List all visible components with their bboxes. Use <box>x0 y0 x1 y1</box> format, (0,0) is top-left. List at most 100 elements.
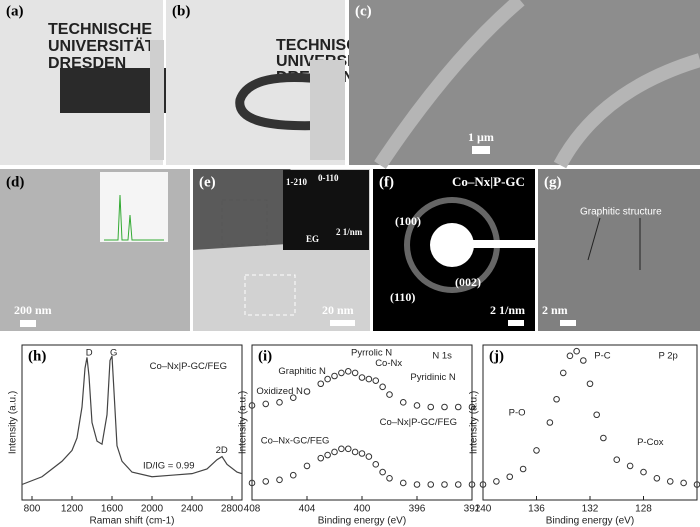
scale-label: 200 nm <box>14 303 52 317</box>
inset-label: EG <box>306 234 319 244</box>
data-point <box>324 451 331 459</box>
panel-label: (j) <box>489 348 504 364</box>
saed-inset <box>283 170 369 250</box>
annotation: G <box>110 347 117 358</box>
inset-label: 1-210 <box>286 177 307 187</box>
data-point <box>653 475 661 482</box>
data-point <box>331 372 338 380</box>
glove <box>150 40 164 160</box>
data-point <box>358 374 366 381</box>
inset-label: 2 1/nm <box>336 227 363 237</box>
series-name: Co–Nx|P-GC/FEG <box>380 417 457 428</box>
annotation: D <box>86 347 93 358</box>
data-point <box>365 453 373 460</box>
x-tick-label: 404 <box>299 504 316 515</box>
data-point <box>262 400 270 408</box>
data-point <box>372 377 380 384</box>
annotation: ID/IG = 0.99 <box>143 460 195 471</box>
data-point <box>640 468 647 476</box>
ring-label: (002) <box>455 275 481 289</box>
data-point <box>379 383 386 391</box>
annotation: Co-Nx <box>375 358 402 369</box>
panel-label: (c) <box>355 3 372 19</box>
data-point <box>427 481 435 488</box>
x-tick-label: 1200 <box>61 504 84 515</box>
panel-label: (b) <box>172 3 190 19</box>
ring-label: (110) <box>390 290 415 304</box>
beam-stop <box>452 240 535 248</box>
data-point <box>468 403 476 411</box>
x-tick-label: 400 <box>354 504 371 515</box>
data-point <box>566 352 574 360</box>
annotation: Graphitic structure <box>580 207 662 218</box>
data-point <box>613 456 621 464</box>
data-point <box>262 478 270 485</box>
x-tick-label: 140 <box>475 504 492 515</box>
eds-inset <box>100 172 168 242</box>
data-point <box>331 448 338 456</box>
data-point <box>533 447 540 454</box>
panel-label: (h) <box>28 348 46 364</box>
scale-bar <box>472 146 490 154</box>
data-point <box>468 481 476 488</box>
texture <box>374 0 700 169</box>
ring-label: (100) <box>395 214 421 228</box>
scale-bar <box>560 320 576 326</box>
data-point <box>276 399 283 406</box>
data-point <box>386 391 393 398</box>
scale-label: 1 µm <box>468 130 494 144</box>
data-point <box>324 375 331 383</box>
annotation: Graphitic N <box>278 366 326 377</box>
data-point <box>680 479 687 487</box>
data-point <box>454 403 462 411</box>
data-point <box>317 454 325 462</box>
roi-box <box>244 274 296 316</box>
data-point <box>365 375 373 383</box>
data-point <box>303 388 311 395</box>
data-point <box>559 369 567 377</box>
data-point <box>379 468 386 476</box>
data-point <box>441 481 448 488</box>
scale-bar <box>508 320 524 326</box>
data-point <box>454 481 462 488</box>
data-point <box>506 473 514 481</box>
series-name: Co–Nx-GC/FEG <box>261 436 330 447</box>
data-point <box>351 369 359 377</box>
plot-frame <box>21 344 243 501</box>
annotation: P-Cox <box>637 437 664 448</box>
y-axis-label: Intensity (a.u.) <box>238 391 249 454</box>
x-tick-label: 1600 <box>101 504 124 515</box>
annotation: P-C <box>594 350 611 361</box>
data-point <box>303 462 311 470</box>
panel-label: (d) <box>6 174 24 190</box>
x-tick-label: 396 <box>409 504 426 515</box>
sample <box>60 68 185 113</box>
data-point <box>344 445 352 453</box>
data-point <box>519 465 527 473</box>
data-point <box>666 478 674 485</box>
x-tick-label: 800 <box>24 504 41 515</box>
panel-title: Co–Nx|P-GC <box>452 174 525 189</box>
sample <box>235 73 331 131</box>
series-name: Co–Nx|P-GC/FEG <box>150 361 227 372</box>
panel-label: (g) <box>544 174 562 190</box>
data-point <box>338 369 345 377</box>
x-axis-label: Binding energy (eV) <box>318 516 406 527</box>
eds-spectrum <box>104 194 164 241</box>
logo-text: TECHNISCHE <box>48 21 152 38</box>
data-point <box>344 368 352 375</box>
data-point <box>317 380 325 388</box>
data-point <box>413 402 421 409</box>
scale-label: 2 1/nm <box>490 303 525 317</box>
x-axis-label: Raman shift (cm-1) <box>89 516 174 527</box>
data-point <box>358 450 366 457</box>
x-tick-label: 128 <box>635 504 652 515</box>
data-point <box>626 462 634 470</box>
logo-text: DRESDEN <box>48 55 126 72</box>
y-axis-label: Intensity (a.u.) <box>469 391 480 454</box>
data-point <box>248 479 256 487</box>
annotation: 2D <box>216 445 228 456</box>
data-point <box>441 403 448 411</box>
scale-bar <box>330 320 355 326</box>
scale-label: 20 nm <box>322 303 354 317</box>
